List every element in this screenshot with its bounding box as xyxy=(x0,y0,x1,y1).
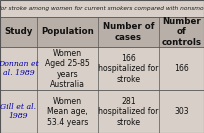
Text: 303: 303 xyxy=(174,107,189,116)
Bar xyxy=(0,90,204,133)
Text: Population: Population xyxy=(41,27,94,36)
Bar xyxy=(0,47,204,90)
Text: Donnan et
al. 1989: Donnan et al. 1989 xyxy=(0,60,39,77)
Text: 166
hospitalized for
stroke: 166 hospitalized for stroke xyxy=(98,54,159,84)
Text: Number of
cases: Number of cases xyxy=(103,22,154,42)
Text: 281
hospitalized for
stroke: 281 hospitalized for stroke xyxy=(98,97,159,127)
Text: Women
Aged 25-85
years
Australia: Women Aged 25-85 years Australia xyxy=(45,49,90,89)
Text: 166: 166 xyxy=(174,64,189,73)
Bar xyxy=(0,0,204,17)
Text: Gill et al.
1989: Gill et al. 1989 xyxy=(0,103,37,120)
Text: Table 3.24. Relative risks for stroke among women for current smokers compared w: Table 3.24. Relative risks for stroke am… xyxy=(0,6,204,11)
Text: Number
of
controls: Number of controls xyxy=(162,17,202,47)
Text: Study: Study xyxy=(4,27,33,36)
Text: Women
Mean age,
53.4 years: Women Mean age, 53.4 years xyxy=(47,97,88,127)
Bar xyxy=(0,17,204,47)
